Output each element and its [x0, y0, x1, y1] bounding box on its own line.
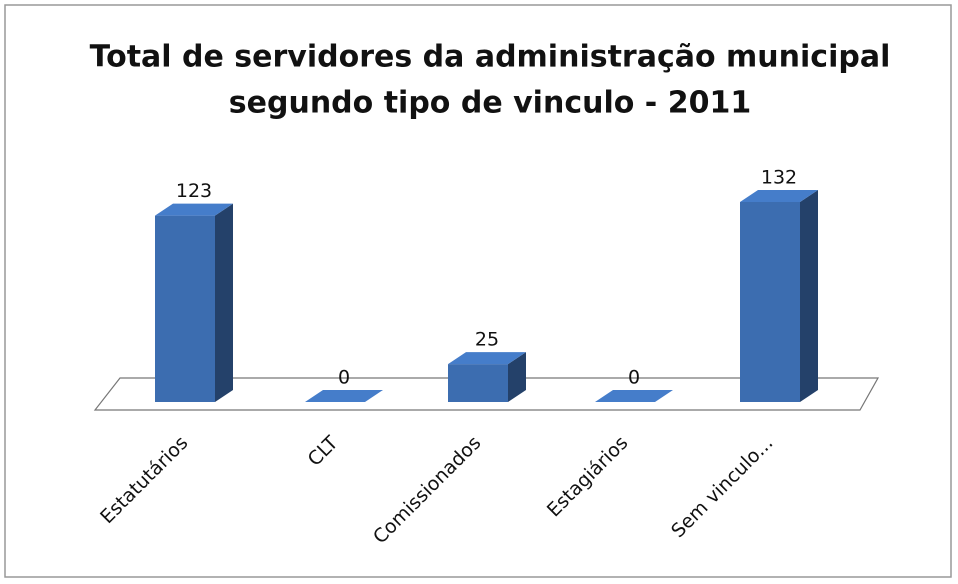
- bar-side: [215, 203, 233, 402]
- data-label: 0: [628, 367, 640, 389]
- bar-front: [740, 202, 800, 402]
- bar-side: [508, 352, 526, 402]
- bar-front: [155, 215, 215, 402]
- data-label: 0: [338, 367, 350, 389]
- bar-front: [448, 364, 508, 402]
- chart-title: Total de servidores da administração mun…: [90, 40, 891, 75]
- bar-top: [448, 352, 526, 365]
- chart-title: segundo tipo de vinculo - 2011: [229, 86, 751, 121]
- bar: [305, 390, 383, 402]
- bar-top: [740, 190, 818, 202]
- data-label: 132: [761, 167, 797, 189]
- bar: [448, 352, 526, 402]
- data-label: 123: [176, 180, 212, 202]
- bar: [155, 203, 233, 402]
- bar-top: [155, 203, 233, 216]
- bar: [740, 190, 818, 402]
- bar-top: [595, 390, 673, 402]
- bar: [595, 390, 673, 402]
- bar-side: [800, 190, 818, 402]
- bar-top: [305, 390, 383, 402]
- data-label: 25: [475, 329, 499, 351]
